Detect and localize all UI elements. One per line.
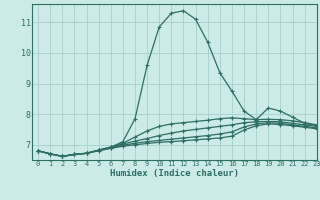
X-axis label: Humidex (Indice chaleur): Humidex (Indice chaleur)	[110, 169, 239, 178]
